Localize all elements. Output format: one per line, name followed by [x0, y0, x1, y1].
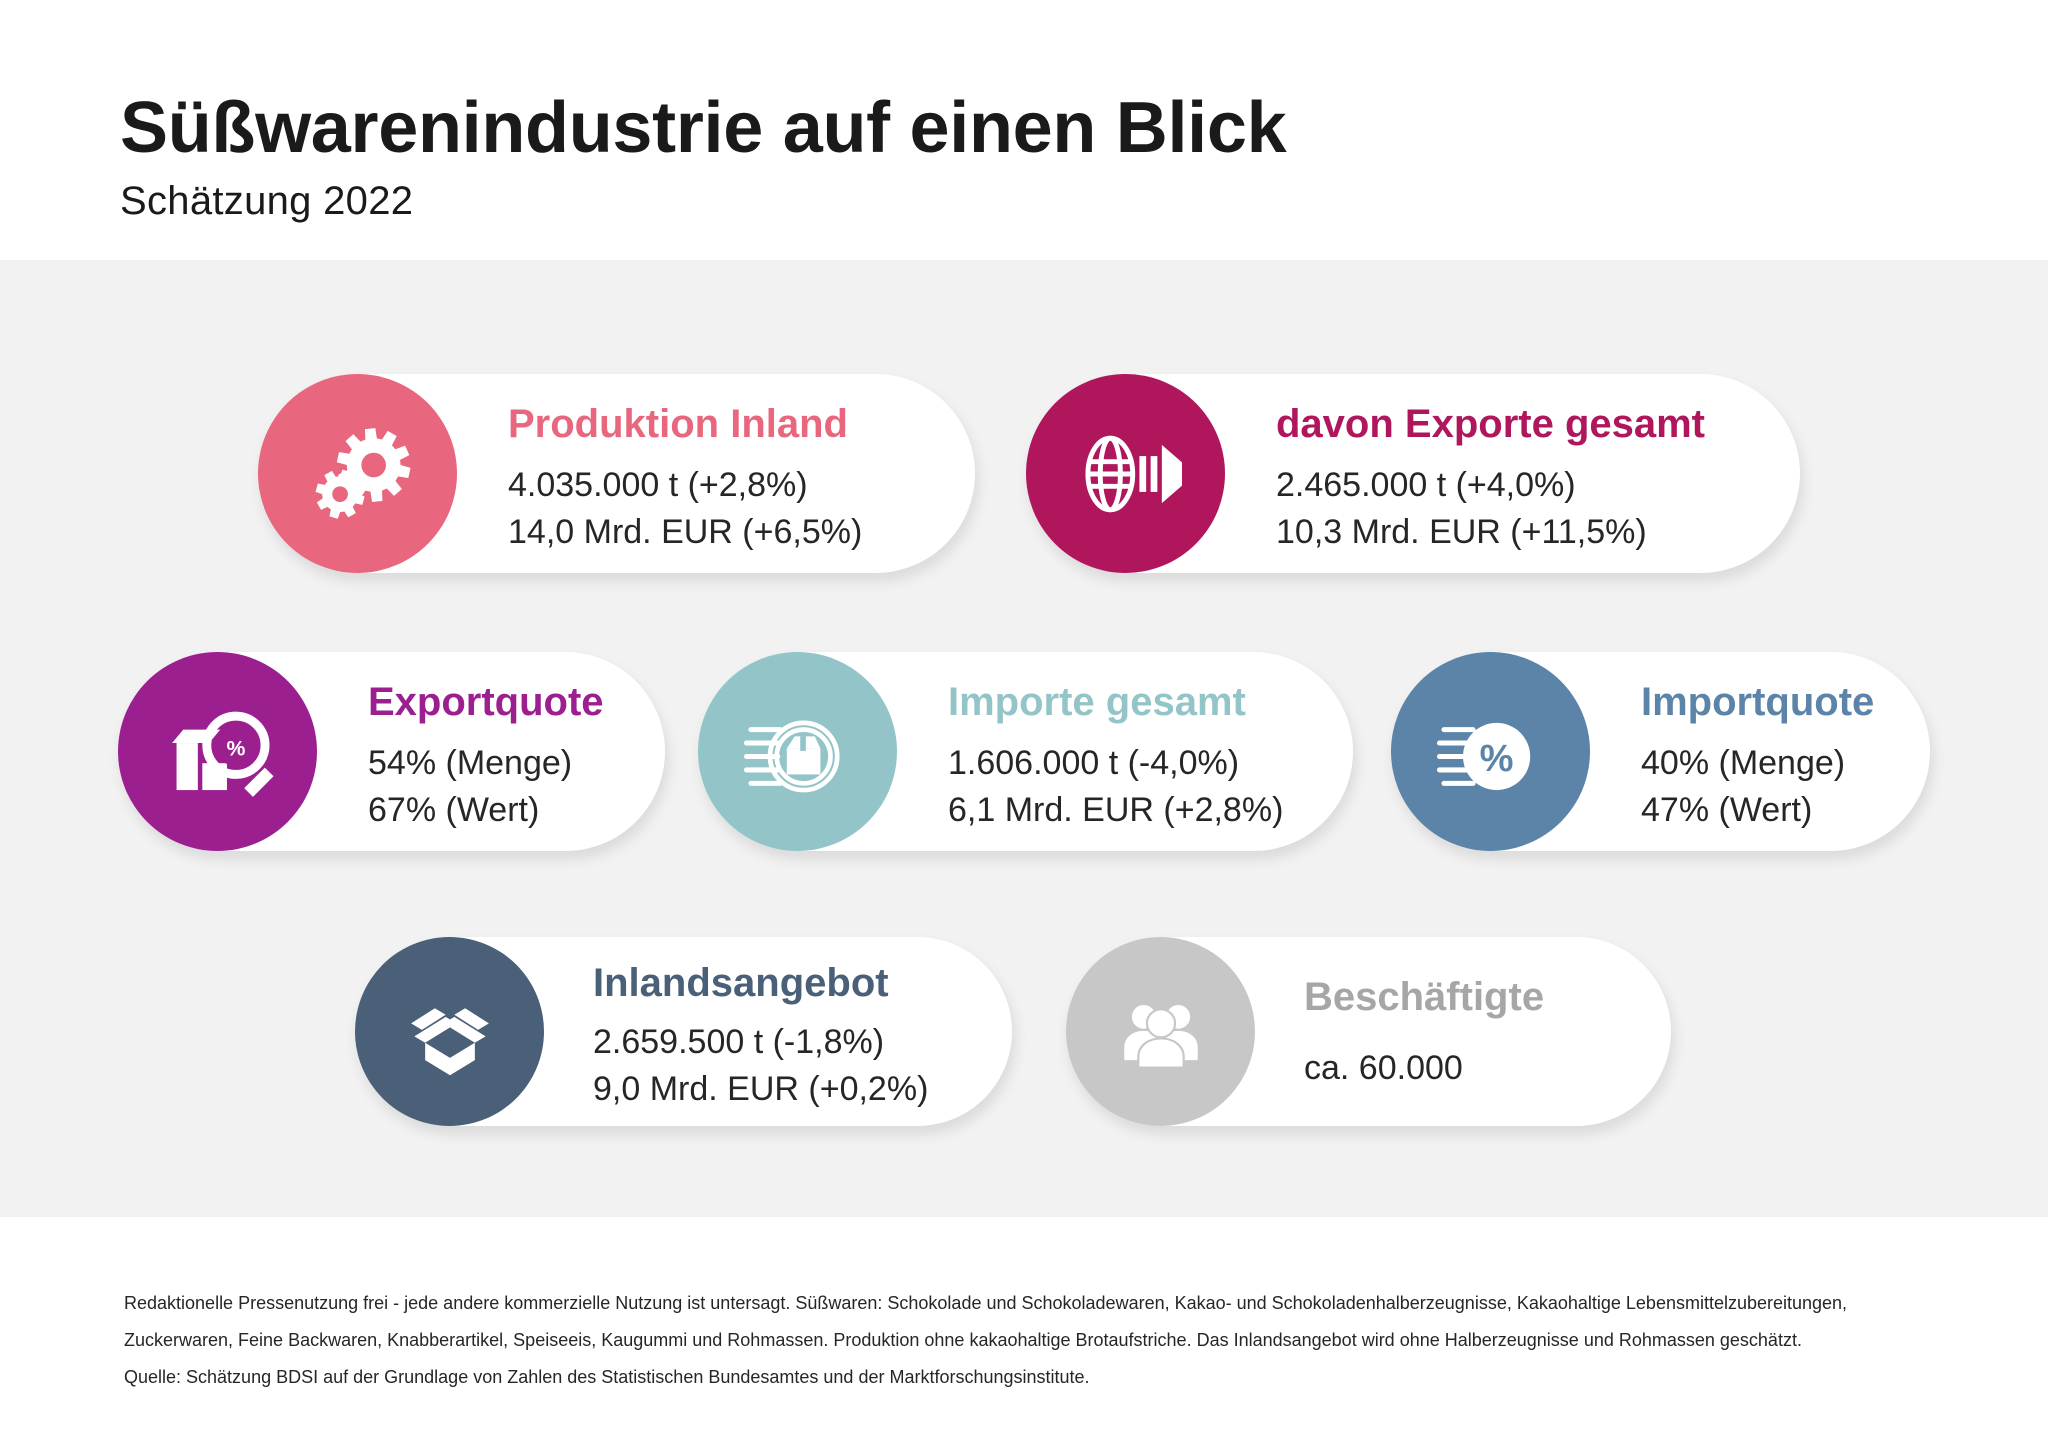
svg-text:%: %: [226, 736, 245, 760]
svg-text:%: %: [1479, 738, 1513, 780]
